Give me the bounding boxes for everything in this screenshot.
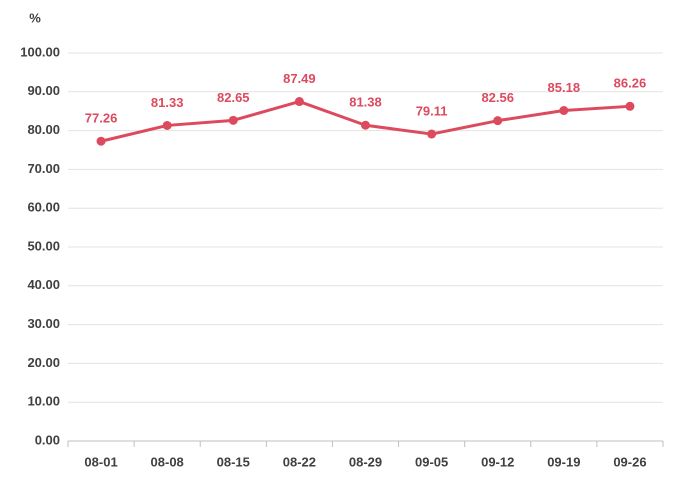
y-tick-label: 100.00	[20, 44, 60, 59]
y-tick-label: 30.00	[27, 316, 60, 331]
point	[427, 129, 437, 139]
data-label: 82.56	[481, 90, 514, 105]
data-label: 82.65	[217, 90, 250, 105]
point	[559, 106, 569, 116]
x-tick-label: 09-05	[415, 454, 448, 469]
y-tick-label: 70.00	[27, 161, 60, 176]
y-tick-label: 10.00	[27, 394, 60, 409]
point	[625, 101, 635, 111]
x-tick-label: 08-15	[217, 454, 250, 469]
y-tick-label: 40.00	[27, 277, 60, 292]
data-label: 79.11	[416, 103, 448, 118]
y-axis-label: %	[29, 10, 41, 25]
data-label: 81.38	[349, 95, 382, 110]
y-tick-label: 0.00	[35, 432, 60, 447]
data-label: 86.26	[614, 76, 647, 91]
y-tick-label: 80.00	[27, 122, 60, 137]
point	[361, 120, 370, 130]
x-tick-label: 08-22	[283, 454, 316, 469]
data-label: 85.18	[548, 80, 581, 95]
point	[493, 116, 503, 126]
y-tick-label: 50.00	[27, 238, 60, 253]
y-tick-label: 90.00	[27, 83, 60, 98]
point	[294, 97, 304, 107]
data-label: 81.33	[151, 95, 184, 110]
x-tick-label: 09-26	[613, 454, 646, 469]
y-tick-label: 20.00	[27, 355, 60, 370]
point	[96, 136, 106, 146]
point	[162, 120, 172, 130]
data-label: 77.26	[85, 111, 118, 126]
x-tick-label: 08-29	[349, 454, 382, 469]
data-label: 87.49	[283, 71, 316, 86]
x-tick-label: 09-19	[547, 454, 580, 469]
point	[228, 115, 238, 125]
y-tick-label: 60.00	[27, 200, 60, 215]
x-tick-label: 09-12	[481, 454, 514, 469]
x-tick-label: 08-01	[84, 454, 117, 469]
x-tick-label: 08-08	[151, 454, 184, 469]
